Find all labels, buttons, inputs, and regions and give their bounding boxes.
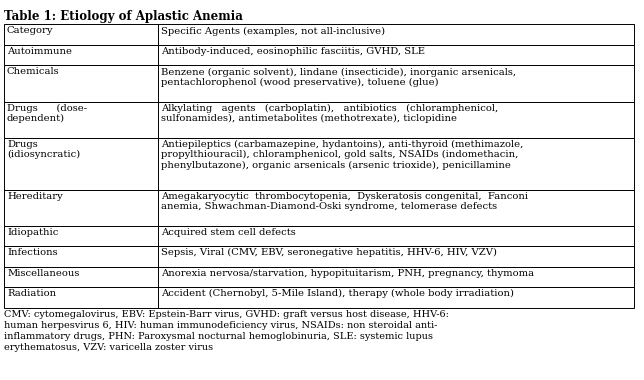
- Text: Amegakaryocytic  thrombocytopenia,  Dyskeratosis congenital,  Fanconi
anemia, Sh: Amegakaryocytic thrombocytopenia, Dysker…: [162, 192, 529, 211]
- Bar: [4, 190, 158, 226]
- Text: Specific Agents (examples, not all-inclusive): Specific Agents (examples, not all-inclu…: [162, 27, 386, 36]
- Bar: [4, 65, 158, 101]
- Text: Table 1: Etiology of Aplastic Anemia: Table 1: Etiology of Aplastic Anemia: [4, 10, 243, 24]
- Bar: [4, 226, 158, 246]
- Bar: [158, 226, 634, 246]
- Text: Drugs
(idiosyncratic): Drugs (idiosyncratic): [7, 140, 80, 159]
- Text: Hereditary: Hereditary: [7, 192, 62, 201]
- Text: Acquired stem cell defects: Acquired stem cell defects: [162, 228, 296, 237]
- Text: Miscellaneous: Miscellaneous: [7, 269, 79, 278]
- Bar: [4, 24, 158, 45]
- Bar: [4, 287, 158, 308]
- Bar: [158, 138, 634, 190]
- Bar: [158, 246, 634, 267]
- Text: Benzene (organic solvent), lindane (insecticide), inorganic arsenicals,
pentachl: Benzene (organic solvent), lindane (inse…: [162, 67, 516, 87]
- Bar: [158, 101, 634, 138]
- Bar: [4, 246, 158, 267]
- Text: Alkylating   agents   (carboplatin),   antibiotics   (chloramphenicol,
sulfonami: Alkylating agents (carboplatin), antibio…: [162, 104, 498, 123]
- Bar: [158, 24, 634, 45]
- Text: Drugs      (dose-
dependent): Drugs (dose- dependent): [7, 104, 87, 123]
- Text: Anorexia nervosa/starvation, hypopituitarism, PNH, pregnancy, thymoma: Anorexia nervosa/starvation, hypopituita…: [162, 269, 535, 278]
- Text: Chemicals: Chemicals: [7, 67, 60, 76]
- Text: CMV: cytomegalovirus, EBV: Epstein-Barr virus, GVHD: graft versus host disease, : CMV: cytomegalovirus, EBV: Epstein-Barr …: [4, 310, 449, 352]
- Bar: [158, 267, 634, 287]
- Text: Idiopathic: Idiopathic: [7, 228, 59, 237]
- Text: Autoimmune: Autoimmune: [7, 47, 72, 56]
- Text: Category: Category: [7, 27, 53, 35]
- Bar: [158, 287, 634, 308]
- Bar: [4, 138, 158, 190]
- Text: Antibody-induced, eosinophilic fasciitis, GVHD, SLE: Antibody-induced, eosinophilic fasciitis…: [162, 47, 425, 56]
- Bar: [158, 65, 634, 101]
- Text: Radiation: Radiation: [7, 289, 56, 298]
- Bar: [158, 45, 634, 65]
- Text: Infections: Infections: [7, 248, 57, 257]
- Bar: [4, 267, 158, 287]
- Text: Antiepileptics (carbamazepine, hydantoins), anti-thyroid (methimazole,
propylthi: Antiepileptics (carbamazepine, hydantoin…: [162, 140, 524, 170]
- Text: Sepsis, Viral (CMV, EBV, seronegative hepatitis, HHV-6, HIV, VZV): Sepsis, Viral (CMV, EBV, seronegative he…: [162, 248, 497, 257]
- Bar: [4, 101, 158, 138]
- Text: Accident (Chernobyl, 5-Mile Island), therapy (whole body irradiation): Accident (Chernobyl, 5-Mile Island), the…: [162, 289, 515, 298]
- Bar: [158, 190, 634, 226]
- Bar: [4, 45, 158, 65]
